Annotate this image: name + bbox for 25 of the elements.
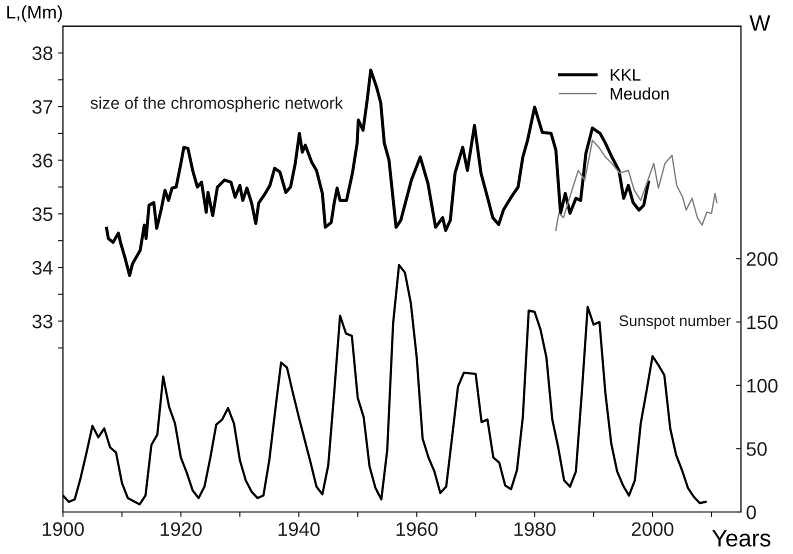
y-tick-label: 34 <box>32 260 53 275</box>
x-tick-label: 1960 <box>396 522 438 536</box>
x-tick-label: 1980 <box>514 522 556 536</box>
y-tick-label: 37 <box>32 100 52 114</box>
series-label: Sunspot number <box>619 314 731 330</box>
x-tick-label: 1900 <box>42 522 84 536</box>
y-tick-label: 33 <box>32 314 52 328</box>
annotation: size of the chromospheric network <box>90 96 343 112</box>
x-tick-label: 2000 <box>632 522 674 536</box>
legend-label: KKL <box>610 69 640 81</box>
y-tick-label: 36 <box>32 154 52 168</box>
y2-tick-label: 50 <box>746 442 767 456</box>
x-tick-label: 1940 <box>278 522 320 536</box>
x-tick-label: 1920 <box>160 522 202 536</box>
line-series <box>555 140 718 232</box>
y-tick-label: 38 <box>32 46 52 60</box>
y2-tick-label: 0 <box>746 505 756 520</box>
y2-tick-label: 150 <box>747 315 778 330</box>
x-axis-title: Years <box>712 530 770 547</box>
legend-label: Meudon <box>610 87 669 100</box>
y-tick-label: 35 <box>32 207 52 222</box>
y2-tick-label: 200 <box>746 252 778 266</box>
y2-tick-label: 100 <box>747 378 778 393</box>
y2-axis-title: W <box>749 15 770 31</box>
y-axis-title: L,(Mm) <box>7 5 62 22</box>
